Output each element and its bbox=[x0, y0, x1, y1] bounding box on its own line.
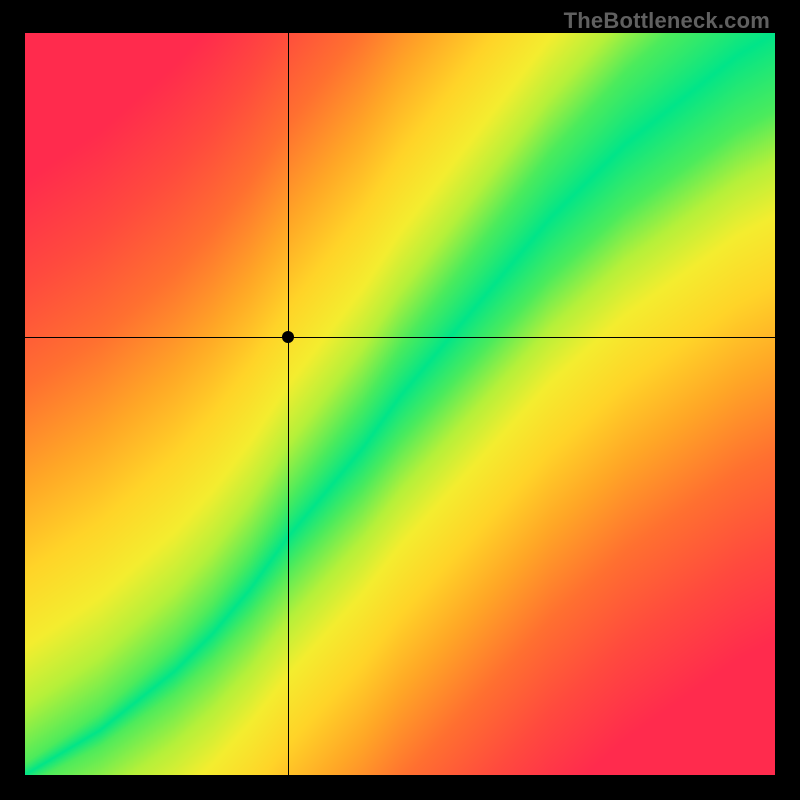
plot-area bbox=[25, 33, 775, 775]
chart-container: TheBottleneck.com bbox=[0, 0, 800, 800]
crosshair-vertical bbox=[288, 33, 289, 775]
crosshair-marker bbox=[282, 331, 294, 343]
watermark-text: TheBottleneck.com bbox=[564, 8, 770, 34]
heatmap-canvas bbox=[25, 33, 775, 775]
crosshair-horizontal bbox=[25, 337, 775, 338]
